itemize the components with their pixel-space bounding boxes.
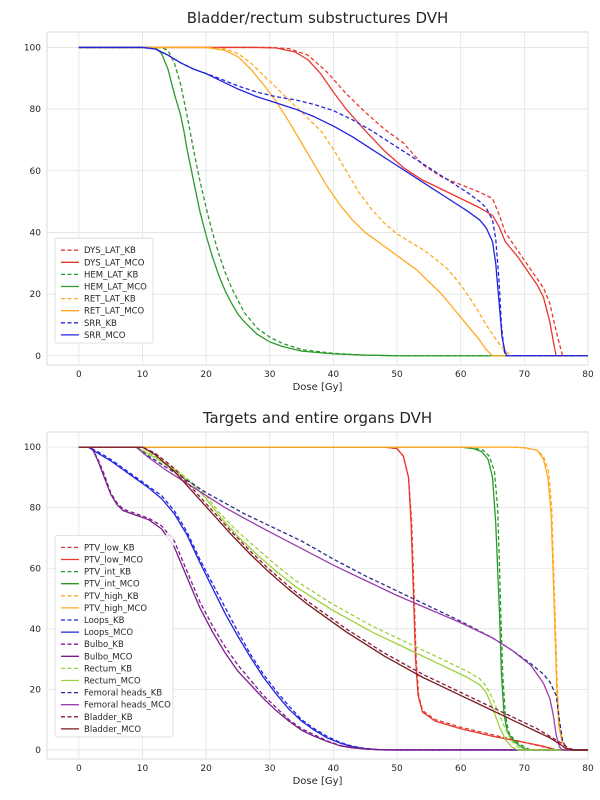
legend-label: Bulbo_MCO bbox=[84, 652, 133, 662]
series-line-femoral-heads-kb bbox=[78, 446, 588, 751]
legend-label: RET_LAT_MCO bbox=[84, 307, 145, 317]
chart-panel-1: Bladder/rectum substructures DVH 0 10 20 30 4… bbox=[24, 9, 594, 393]
series-line-ret-lat-mco bbox=[78, 46, 588, 357]
x-tick-label: 70 bbox=[519, 764, 531, 774]
series-line-srr-mco bbox=[78, 46, 588, 357]
x-tick-label: 10 bbox=[137, 370, 149, 380]
x-tick-label: 70 bbox=[519, 370, 531, 380]
y-tick-label: 20 bbox=[30, 290, 42, 300]
series-line-hem-lat-kb bbox=[78, 46, 588, 357]
y-tick-label: 60 bbox=[30, 564, 42, 574]
y-tick-label: 100 bbox=[24, 443, 41, 453]
x-tick-label: 40 bbox=[328, 764, 340, 774]
legend-box bbox=[54, 535, 174, 738]
x-tick-label: 50 bbox=[391, 764, 403, 774]
legend-label: HEM_LAT_MCO bbox=[84, 283, 147, 293]
legend-label: PTV_high_MCO bbox=[84, 604, 147, 614]
x-tick-label: 0 bbox=[76, 370, 82, 380]
series-line-hem-lat-mco bbox=[78, 46, 588, 357]
series-line-rectum-kb bbox=[78, 446, 588, 751]
y-tick-label: 80 bbox=[30, 105, 42, 115]
legend-label: PTV_low_KB bbox=[84, 543, 135, 553]
series-line-bulbo-mco bbox=[78, 446, 588, 751]
x-tick-label: 80 bbox=[582, 764, 594, 774]
y-tick-label: 40 bbox=[30, 625, 42, 635]
legend-label: HEM_LAT_KB bbox=[84, 270, 138, 280]
legend-box bbox=[54, 237, 154, 344]
y-tick-label: 60 bbox=[30, 167, 42, 177]
legend-label: SRR_KB bbox=[84, 319, 117, 329]
legend-label: Bulbo_KB bbox=[84, 640, 124, 650]
x-tick-label: 0 bbox=[76, 764, 82, 774]
series-line-ptv-int-kb bbox=[78, 446, 588, 751]
legend-label: Bladder_KB bbox=[84, 713, 133, 723]
legend-label: Rectum_MCO bbox=[84, 677, 141, 687]
x-tick-label: 10 bbox=[137, 764, 149, 774]
legend-label: Femoral heads_MCO bbox=[84, 701, 171, 711]
legend: DYS_LAT_KB DYS_LAT_MCO HEM_LAT_KB HEM_LAT_M… bbox=[54, 237, 154, 344]
legend-label: Rectum_KB bbox=[84, 664, 132, 674]
x-axis-label: Dose [Gy] bbox=[293, 382, 343, 393]
legend-label: Loops_KB bbox=[84, 616, 125, 626]
y-tick-label: 0 bbox=[35, 746, 41, 756]
series-line-ret-lat-kb bbox=[78, 46, 588, 357]
series-line-loops-mco bbox=[78, 446, 588, 751]
x-tick-label: 30 bbox=[264, 370, 276, 380]
x-tick-label: 30 bbox=[264, 764, 276, 774]
series-line-ptv-int-mco bbox=[78, 446, 588, 751]
x-tick-label: 60 bbox=[455, 370, 467, 380]
x-tick-label: 40 bbox=[328, 370, 340, 380]
legend-label: Bladder_MCO bbox=[84, 725, 141, 735]
legend: PTV_low_KB PTV_low_MCO PTV_int_KB PTV_int_M… bbox=[54, 535, 174, 738]
y-tick-label: 0 bbox=[35, 352, 41, 362]
legend-label: SRR_MCO bbox=[84, 331, 126, 341]
x-axis-label: Dose [Gy] bbox=[293, 776, 343, 787]
legend-label: PTV_int_MCO bbox=[84, 580, 140, 590]
series-line-dys-lat-kb bbox=[78, 46, 588, 357]
x-tick-label: 60 bbox=[455, 764, 467, 774]
x-tick-label: 50 bbox=[391, 370, 403, 380]
x-tick-label: 20 bbox=[200, 764, 212, 774]
legend-label: Loops_MCO bbox=[84, 628, 133, 638]
x-tick-label: 80 bbox=[582, 370, 594, 380]
series-line-femoral-heads-mco bbox=[78, 446, 588, 751]
legend-label: DYS_LAT_KB bbox=[84, 246, 136, 256]
legend-label: Femoral heads_KB bbox=[84, 689, 162, 699]
chart-title: Bladder/rectum substructures DVH bbox=[187, 9, 449, 27]
x-tick-label: 20 bbox=[200, 370, 212, 380]
legend-label: RET_LAT_KB bbox=[84, 295, 136, 305]
legend-label: PTV_low_MCO bbox=[84, 556, 143, 566]
legend-label: PTV_int_KB bbox=[84, 568, 131, 578]
series-line-bladder-mco bbox=[78, 446, 588, 751]
legend-label: PTV_high_KB bbox=[84, 592, 139, 602]
y-tick-label: 80 bbox=[30, 504, 42, 514]
chart-title: Targets and entire organs DVH bbox=[202, 409, 432, 427]
legend-label: DYS_LAT_MCO bbox=[84, 258, 145, 268]
y-tick-label: 40 bbox=[30, 228, 42, 238]
series-line-bladder-kb bbox=[78, 446, 588, 751]
y-tick-label: 100 bbox=[24, 43, 41, 53]
series-line-ptv-low-mco bbox=[78, 446, 588, 751]
y-tick-label: 20 bbox=[30, 685, 42, 695]
chart-panel-2: Targets and entire organs DVH 0 10 20 30 40 50… bbox=[24, 409, 594, 787]
series-line-dys-lat-mco bbox=[78, 46, 588, 357]
